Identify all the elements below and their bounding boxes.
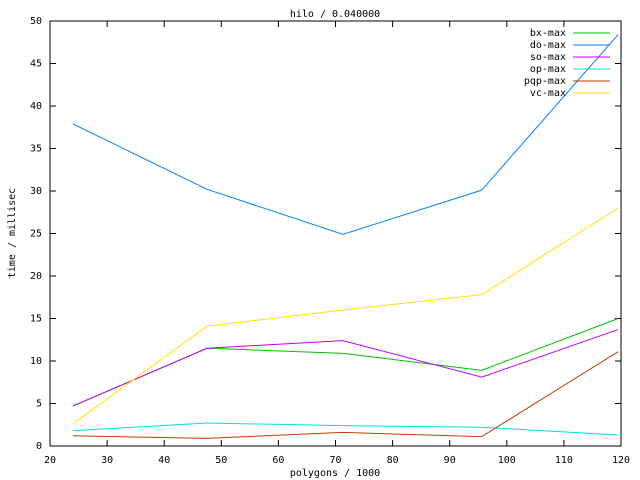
x-tick-label: 30 xyxy=(101,455,113,466)
legend-label: do-max xyxy=(530,40,566,51)
y-tick-label: 50 xyxy=(30,16,42,27)
series-line xyxy=(72,329,619,407)
series-line xyxy=(72,351,619,439)
x-tick-label: 50 xyxy=(215,455,227,466)
x-axis-label: polygons / 1000 xyxy=(290,468,380,479)
x-tick-label: 20 xyxy=(44,455,56,466)
y-tick-label: 45 xyxy=(30,59,42,70)
y-tick-label: 40 xyxy=(30,101,42,112)
chart-title: hilo / 0.040000 xyxy=(290,9,380,20)
legend-label: vc-max xyxy=(530,88,566,99)
y-tick-label: 20 xyxy=(30,271,42,282)
x-tick-label: 100 xyxy=(498,455,516,466)
legend-label: pqp-max xyxy=(524,76,566,87)
series-line xyxy=(72,34,619,235)
x-tick-label: 90 xyxy=(444,455,456,466)
x-tick-label: 110 xyxy=(555,455,573,466)
y-tick-label: 10 xyxy=(30,356,42,367)
series-line xyxy=(72,207,619,425)
x-tick-label: 70 xyxy=(329,455,341,466)
y-tick-label: 5 xyxy=(36,399,42,410)
x-tick-label: 60 xyxy=(272,455,284,466)
x-tick-label: 40 xyxy=(158,455,170,466)
legend-label: so-max xyxy=(530,52,566,63)
legend-label: op-max xyxy=(530,64,566,75)
series-line xyxy=(72,318,619,407)
y-axis-label: time / millisec xyxy=(7,188,18,278)
y-tick-label: 30 xyxy=(30,186,42,197)
series-line xyxy=(72,422,619,436)
x-tick-label: 120 xyxy=(612,455,630,466)
legend-label: bx-max xyxy=(530,28,566,39)
y-tick-label: 35 xyxy=(30,144,42,155)
y-tick-label: 0 xyxy=(36,441,42,452)
y-tick-label: 25 xyxy=(30,229,42,240)
x-tick-label: 80 xyxy=(387,455,399,466)
y-tick-label: 15 xyxy=(30,314,42,325)
